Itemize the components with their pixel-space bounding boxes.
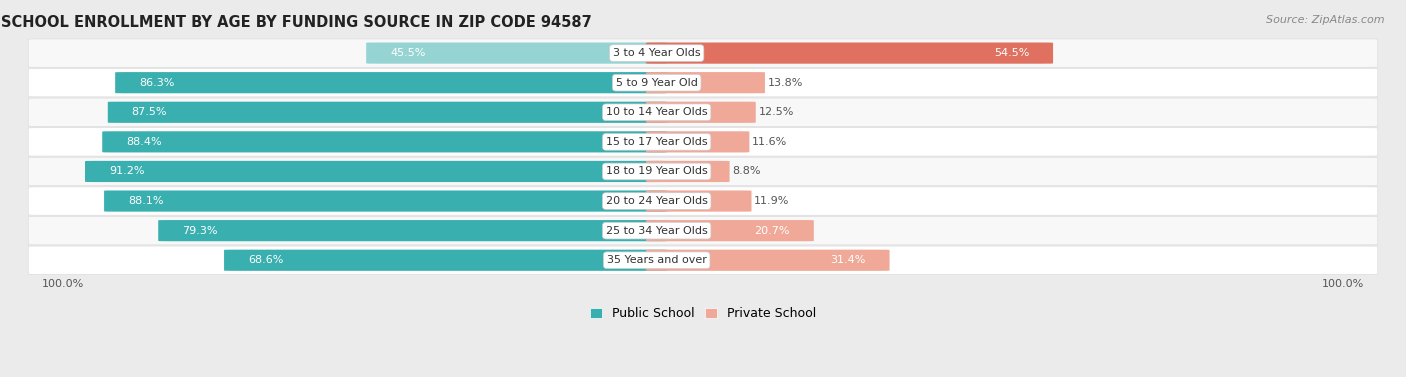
FancyBboxPatch shape	[104, 190, 668, 211]
FancyBboxPatch shape	[108, 102, 668, 123]
FancyBboxPatch shape	[647, 250, 890, 271]
Legend: Public School, Private School: Public School, Private School	[585, 302, 821, 325]
Text: 11.6%: 11.6%	[752, 137, 787, 147]
Text: 18 to 19 Year Olds: 18 to 19 Year Olds	[606, 167, 707, 176]
FancyBboxPatch shape	[28, 128, 1378, 156]
FancyBboxPatch shape	[28, 98, 1378, 126]
Text: 5 to 9 Year Old: 5 to 9 Year Old	[616, 78, 697, 88]
Text: 54.5%: 54.5%	[994, 48, 1029, 58]
Text: 11.9%: 11.9%	[754, 196, 790, 206]
Text: 15 to 17 Year Olds: 15 to 17 Year Olds	[606, 137, 707, 147]
Text: 88.1%: 88.1%	[128, 196, 163, 206]
Text: 20.7%: 20.7%	[755, 226, 790, 236]
Text: 3 to 4 Year Olds: 3 to 4 Year Olds	[613, 48, 700, 58]
FancyBboxPatch shape	[647, 72, 765, 93]
FancyBboxPatch shape	[28, 246, 1378, 274]
Text: 25 to 34 Year Olds: 25 to 34 Year Olds	[606, 226, 707, 236]
Text: 8.8%: 8.8%	[733, 167, 761, 176]
Text: 91.2%: 91.2%	[108, 167, 145, 176]
Text: 88.4%: 88.4%	[127, 137, 162, 147]
Text: 68.6%: 68.6%	[247, 255, 283, 265]
Text: 100.0%: 100.0%	[1322, 279, 1365, 288]
FancyBboxPatch shape	[647, 43, 1053, 64]
FancyBboxPatch shape	[115, 72, 668, 93]
FancyBboxPatch shape	[366, 43, 668, 64]
Text: 31.4%: 31.4%	[831, 255, 866, 265]
FancyBboxPatch shape	[647, 190, 752, 211]
Text: 79.3%: 79.3%	[181, 226, 218, 236]
FancyBboxPatch shape	[647, 220, 814, 241]
Text: 35 Years and over: 35 Years and over	[607, 255, 707, 265]
Text: 10 to 14 Year Olds: 10 to 14 Year Olds	[606, 107, 707, 117]
FancyBboxPatch shape	[159, 220, 668, 241]
FancyBboxPatch shape	[28, 39, 1378, 67]
Text: 86.3%: 86.3%	[139, 78, 174, 88]
Text: SCHOOL ENROLLMENT BY AGE BY FUNDING SOURCE IN ZIP CODE 94587: SCHOOL ENROLLMENT BY AGE BY FUNDING SOUR…	[1, 15, 592, 30]
Text: 12.5%: 12.5%	[758, 107, 794, 117]
FancyBboxPatch shape	[224, 250, 668, 271]
Text: 20 to 24 Year Olds: 20 to 24 Year Olds	[606, 196, 707, 206]
Text: 45.5%: 45.5%	[389, 48, 426, 58]
FancyBboxPatch shape	[84, 161, 668, 182]
Text: 87.5%: 87.5%	[132, 107, 167, 117]
FancyBboxPatch shape	[647, 102, 756, 123]
Text: 100.0%: 100.0%	[41, 279, 84, 288]
FancyBboxPatch shape	[103, 131, 668, 152]
FancyBboxPatch shape	[28, 187, 1378, 215]
FancyBboxPatch shape	[647, 131, 749, 152]
FancyBboxPatch shape	[28, 157, 1378, 185]
FancyBboxPatch shape	[647, 161, 730, 182]
FancyBboxPatch shape	[28, 69, 1378, 97]
Text: 13.8%: 13.8%	[768, 78, 803, 88]
FancyBboxPatch shape	[28, 216, 1378, 245]
Text: Source: ZipAtlas.com: Source: ZipAtlas.com	[1267, 15, 1385, 25]
